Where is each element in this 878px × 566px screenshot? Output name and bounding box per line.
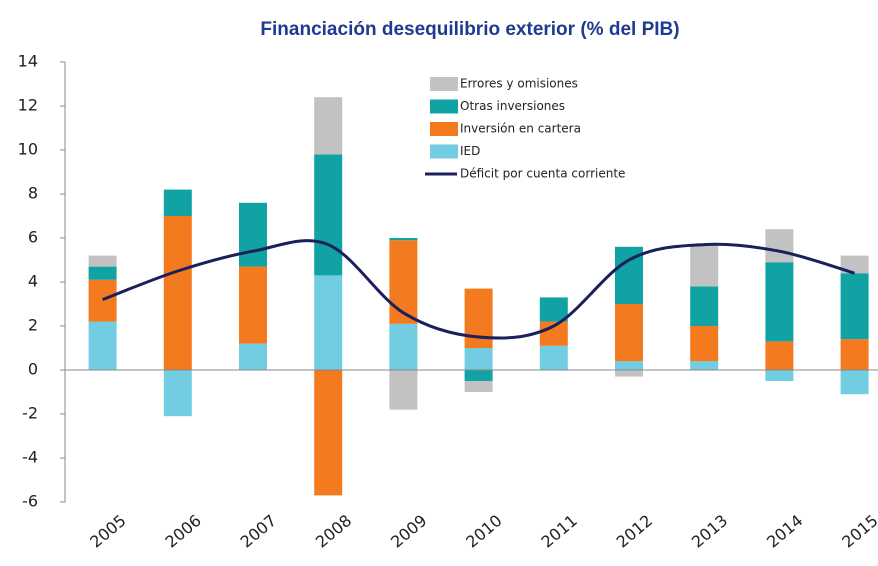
y-tick-label: 2 xyxy=(28,316,38,335)
bar xyxy=(765,229,794,263)
x-tick-label: 2013 xyxy=(688,511,731,552)
bar xyxy=(163,370,192,417)
legend-swatch xyxy=(430,122,458,136)
bar xyxy=(840,255,869,274)
bar xyxy=(88,279,117,322)
legend-label: Otras inversiones xyxy=(460,99,565,113)
bar xyxy=(539,345,568,370)
y-tick-label: 6 xyxy=(28,228,38,247)
bar xyxy=(314,370,343,496)
bar xyxy=(840,370,869,395)
bar xyxy=(615,304,643,362)
legend-label: Inversión en cartera xyxy=(460,122,581,136)
bar xyxy=(389,238,418,241)
bar xyxy=(389,240,418,324)
line xyxy=(102,239,856,340)
bar xyxy=(464,348,493,370)
y-tick-label: 4 xyxy=(28,272,38,291)
bar xyxy=(690,286,719,326)
bar xyxy=(539,297,568,322)
bar xyxy=(88,321,117,370)
legend-label: Errores y omisiones xyxy=(460,77,578,91)
y-tick-label: 12 xyxy=(18,96,38,115)
y-tick-label: 10 xyxy=(18,140,38,159)
bar xyxy=(88,266,117,280)
legend-label: IED xyxy=(460,144,480,158)
y-tick-label: -2 xyxy=(22,404,38,423)
bar xyxy=(389,323,418,370)
bar xyxy=(239,266,267,344)
x-tick-label: 2011 xyxy=(537,511,580,552)
x-tick-label: 2015 xyxy=(838,511,878,552)
legend-swatch xyxy=(430,77,458,91)
y-tick-label: 8 xyxy=(28,184,38,203)
bar xyxy=(239,202,267,267)
bar xyxy=(464,370,493,381)
bar xyxy=(314,275,343,370)
x-tick-label: 2007 xyxy=(237,511,280,552)
bar xyxy=(239,343,267,370)
x-tick-label: 2008 xyxy=(312,511,355,552)
legend-swatch xyxy=(430,99,458,114)
bar xyxy=(88,255,117,267)
x-tick-label: 2014 xyxy=(763,511,806,552)
x-tick-label: 2006 xyxy=(161,511,204,552)
bar xyxy=(765,262,794,342)
legend-swatch xyxy=(430,144,458,159)
bar xyxy=(314,154,343,276)
y-tick-label: -6 xyxy=(22,492,38,511)
bar xyxy=(765,370,794,381)
bar xyxy=(163,216,192,370)
legend-label: Déficit por cuenta corriente xyxy=(460,167,625,181)
bar xyxy=(615,361,643,370)
bar xyxy=(615,370,643,377)
bar xyxy=(690,361,719,370)
bar xyxy=(690,326,719,362)
bar xyxy=(163,189,192,216)
bar xyxy=(464,381,493,392)
bar xyxy=(840,339,869,370)
bar xyxy=(765,341,794,370)
y-tick-label: -4 xyxy=(22,448,38,467)
bar xyxy=(389,370,418,410)
x-tick-label: 2010 xyxy=(462,511,505,552)
bar xyxy=(840,273,869,340)
x-tick-label: 2012 xyxy=(613,511,656,552)
bar xyxy=(314,97,343,155)
x-tick-label: 2009 xyxy=(387,511,430,552)
chart-title: Financiación desequilibrio exterior (% d… xyxy=(260,19,679,40)
x-tick-label: 2005 xyxy=(86,511,129,552)
bar xyxy=(690,244,719,287)
y-tick-label: 14 xyxy=(18,52,38,71)
y-tick-label: 0 xyxy=(28,360,38,379)
